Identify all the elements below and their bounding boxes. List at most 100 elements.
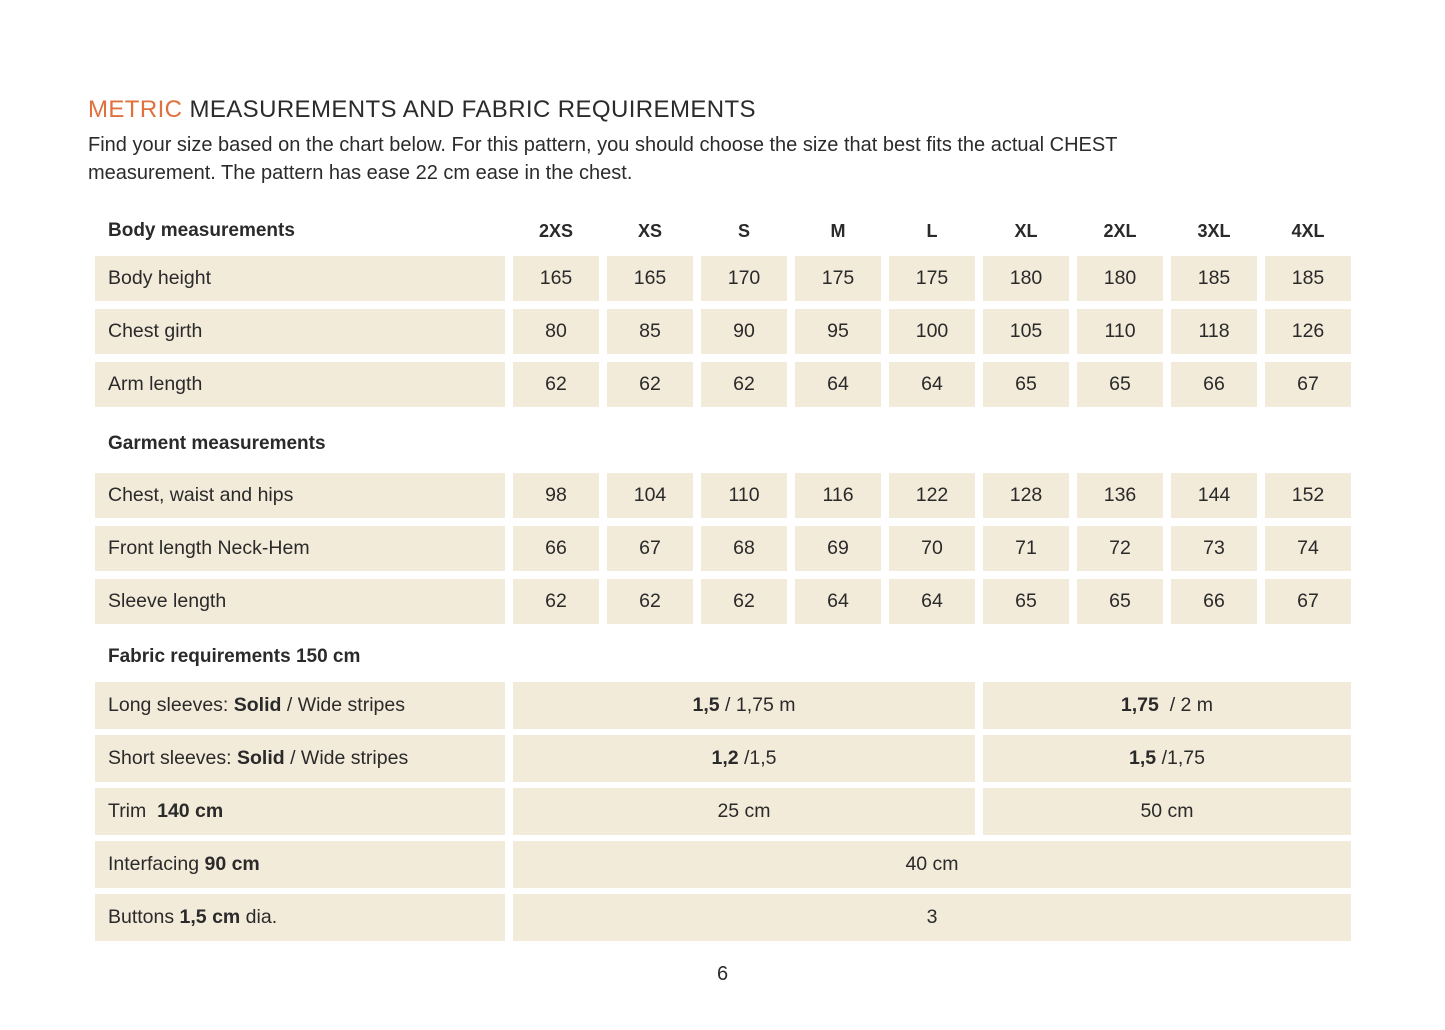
value-cell: 110 [701, 473, 787, 518]
value-cell: 118 [1171, 309, 1257, 354]
value-cell: 74 [1265, 526, 1351, 571]
value-cell-sizes-xl-4xl: 1,75 / 2 m [983, 682, 1351, 729]
value-cell-sizes-xl-4xl: 50 cm [983, 788, 1351, 835]
value-cell: 66 [513, 526, 599, 571]
table-row-chest-girth: Chest girth 80 85 90 95 100 105 110 118 … [95, 309, 1351, 354]
value-cell: 152 [1265, 473, 1351, 518]
row-label: Sleeve length [95, 579, 505, 624]
size-header-2xl: 2XL [1103, 220, 1137, 241]
value-cell: 67 [1265, 362, 1351, 407]
value-cell: 104 [607, 473, 693, 518]
value-cell: 175 [795, 256, 881, 301]
section-label-body-measurements: Body measurements [108, 220, 295, 241]
value-cell: 62 [513, 362, 599, 407]
value-cell-all-sizes: 40 cm [513, 841, 1351, 888]
size-header-m: M [830, 220, 846, 241]
value-cell-sizes-xl-4xl: 1,5 /1,75 [983, 735, 1351, 782]
measurements-table: Body measurements 2XS XS S M L XL 2XL 3X… [95, 208, 1351, 941]
value-cell: 66 [1171, 579, 1257, 624]
value-cell: 98 [513, 473, 599, 518]
value-cell: 185 [1265, 256, 1351, 301]
value-cell: 64 [795, 362, 881, 407]
value-cell: 66 [1171, 362, 1257, 407]
value-cell: 62 [607, 362, 693, 407]
value-cell: 68 [701, 526, 787, 571]
row-label: Trim 140 cm [95, 788, 505, 835]
value-cell: 165 [513, 256, 599, 301]
size-header-4xl: 4XL [1291, 220, 1325, 241]
intro-paragraph: Find your size based on the chart below.… [88, 131, 1445, 187]
value-cell-sizes-2xs-l: 1,5 / 1,75 m [513, 682, 975, 729]
value-cell: 185 [1171, 256, 1257, 301]
table-row-front-length: Front length Neck-Hem 66 67 68 69 70 71 … [95, 526, 1351, 571]
page-title: METRIC MEASUREMENTS AND FABRIC REQUIREME… [88, 96, 1445, 124]
title-highlight: METRIC [88, 96, 183, 123]
value-cell: 170 [701, 256, 787, 301]
value-cell: 90 [701, 309, 787, 354]
size-header-3xl: 3XL [1197, 220, 1231, 241]
page-number: 6 [716, 963, 729, 985]
value-cell: 67 [1265, 579, 1351, 624]
value-cell-sizes-2xs-l: 1,2 /1,5 [513, 735, 975, 782]
table-row-short-sleeves: Short sleeves: Solid / Wide stripes 1,2 … [95, 735, 1351, 782]
table-row-buttons: Buttons 1,5 cm dia. 3 [95, 894, 1351, 941]
table-row-body-height: Body height 165 165 170 175 175 180 180 … [95, 256, 1351, 301]
value-cell: 175 [889, 256, 975, 301]
size-header-s: S [737, 220, 750, 241]
value-cell: 73 [1171, 526, 1257, 571]
value-cell: 126 [1265, 309, 1351, 354]
page-content: METRIC MEASUREMENTS AND FABRIC REQUIREME… [88, 96, 1445, 985]
value-cell: 62 [701, 362, 787, 407]
table-row-interfacing: Interfacing 90 cm 40 cm [95, 841, 1351, 888]
value-cell: 65 [1077, 362, 1163, 407]
row-label: Long sleeves: Solid / Wide stripes [95, 682, 505, 729]
table-row-long-sleeves: Long sleeves: Solid / Wide stripes 1,5 /… [95, 682, 1351, 729]
value-cell-all-sizes: 3 [513, 894, 1351, 941]
value-cell: 180 [1077, 256, 1163, 301]
value-cell: 110 [1077, 309, 1163, 354]
size-header-2xs: 2XS [538, 220, 574, 241]
value-cell: 71 [983, 526, 1069, 571]
row-label: Interfacing 90 cm [95, 841, 505, 888]
value-cell: 64 [889, 579, 975, 624]
row-label: Short sleeves: Solid / Wide stripes [95, 735, 505, 782]
value-cell: 65 [983, 362, 1069, 407]
value-cell: 62 [607, 579, 693, 624]
value-cell: 62 [513, 579, 599, 624]
value-cell: 65 [1077, 579, 1163, 624]
value-cell: 72 [1077, 526, 1163, 571]
value-cell: 65 [983, 579, 1069, 624]
value-cell: 180 [983, 256, 1069, 301]
intro-line-1: Find your size based on the chart below.… [88, 134, 1118, 156]
value-cell: 64 [795, 579, 881, 624]
table-row-trim: Trim 140 cm 25 cm 50 cm [95, 788, 1351, 835]
row-label: Body height [95, 256, 505, 301]
section-label-garment-measurements: Garment measurements [108, 433, 326, 454]
size-header-l: L [926, 220, 938, 241]
intro-line-2: measurement. The pattern has ease 22 cm … [88, 162, 633, 184]
value-cell: 69 [795, 526, 881, 571]
row-label: Chest girth [95, 309, 505, 354]
value-cell: 70 [889, 526, 975, 571]
value-cell: 95 [795, 309, 881, 354]
section-label-fabric-requirements: Fabric requirements 150 cm [108, 646, 361, 667]
size-header-xl: XL [1014, 220, 1038, 241]
row-label: Chest, waist and hips [95, 473, 505, 518]
row-label: Arm length [95, 362, 505, 407]
value-cell: 144 [1171, 473, 1257, 518]
size-header-xs: XS [637, 220, 662, 241]
value-cell: 85 [607, 309, 693, 354]
value-cell: 64 [889, 362, 975, 407]
value-cell: 100 [889, 309, 975, 354]
title-rest: MEASUREMENTS AND FABRIC REQUIREMENTS [182, 96, 756, 123]
size-header-row: Body measurements 2XS XS S M L XL 2XL 3X… [95, 208, 1351, 254]
value-cell: 62 [701, 579, 787, 624]
table-row-sleeve-length: Sleeve length 62 62 62 64 64 65 65 66 67 [95, 579, 1351, 624]
value-cell-sizes-2xs-l: 25 cm [513, 788, 975, 835]
value-cell: 136 [1077, 473, 1163, 518]
value-cell: 122 [889, 473, 975, 518]
value-cell: 116 [795, 473, 881, 518]
row-label: Front length Neck-Hem [95, 526, 505, 571]
table-row-chest-waist-hips: Chest, waist and hips 98 104 110 116 122… [95, 473, 1351, 518]
